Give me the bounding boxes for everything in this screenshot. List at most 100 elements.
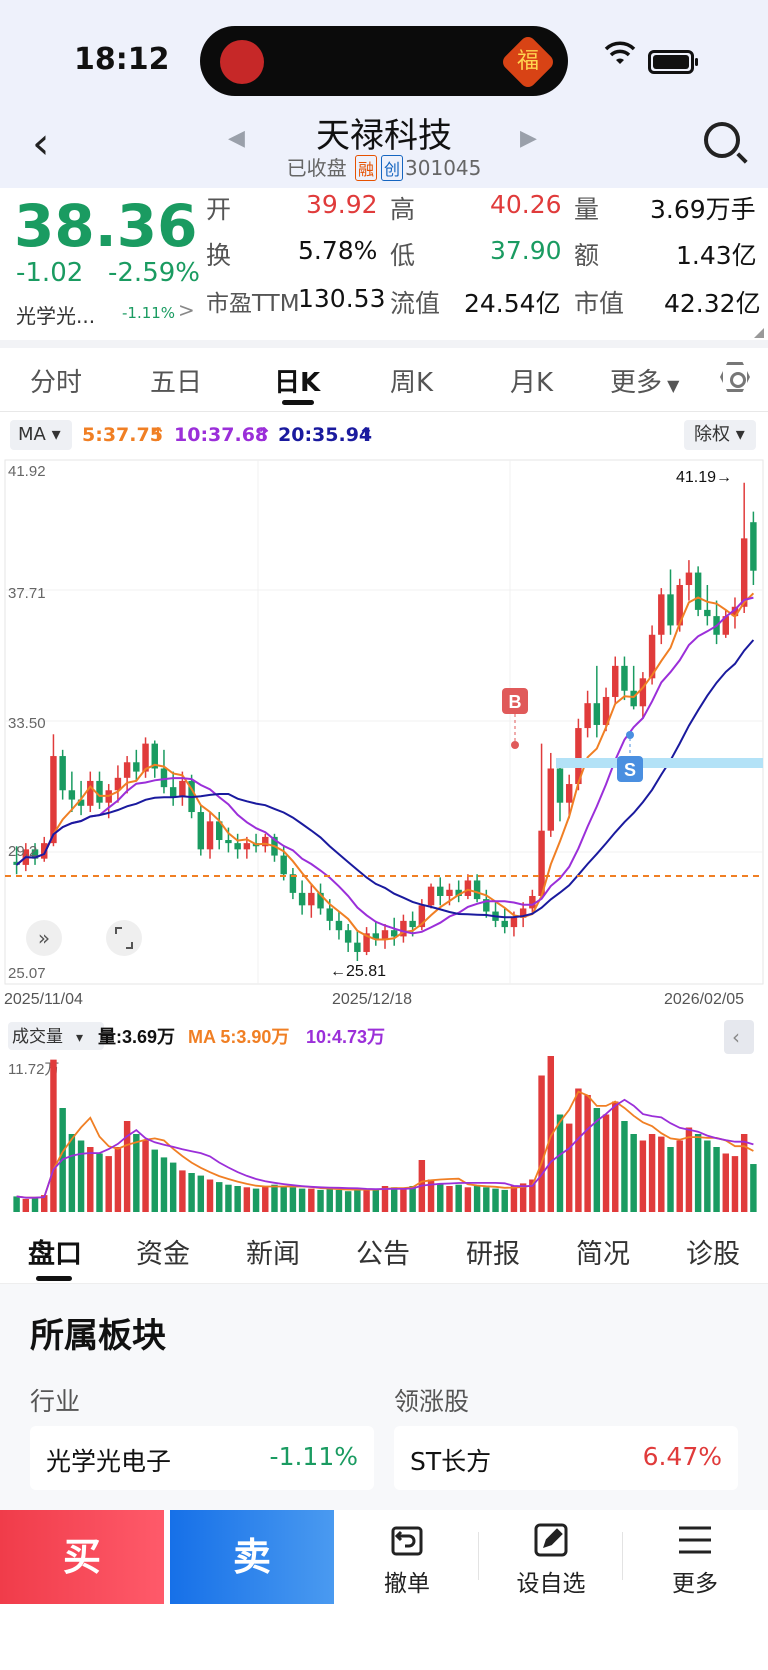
volume-bar [206,1179,214,1212]
expand-corner-icon[interactable] [754,328,764,338]
svg-text:‹: ‹ [732,1025,740,1049]
volume-label: 量 [574,195,600,224]
candle-body [243,843,251,850]
ma-selector[interactable]: MA ▾ [10,420,72,450]
add-watchlist-button[interactable]: 设自选 [496,1520,606,1600]
candle-body [446,889,453,896]
volume-bar [105,1156,112,1212]
candle-body [437,886,444,896]
volume-chart[interactable]: 成交量 ▾ 量:3.69万 MA 5:3.90万 10:4.73万 ‹ 11.7… [0,1016,768,1216]
ma5-line [15,592,755,941]
industry-pct: -1.11% [269,1442,358,1471]
candle-body [556,768,564,803]
candle-body [289,874,297,893]
volume-bar [704,1140,711,1212]
chevron-left-icon[interactable]: ‹ [32,118,50,169]
more-button[interactable]: 更多 [640,1520,750,1600]
volume-bar [538,1075,545,1212]
open-value: 39.92 [306,190,378,219]
tab-monthly-k[interactable]: 月K [510,368,554,398]
candle-body [59,756,66,791]
mascot-icon [220,40,264,84]
candle-body [575,728,582,785]
tab-profile[interactable]: 简况 [576,1239,630,1270]
volume-bar [372,1188,380,1212]
candle-body [298,892,306,906]
tab-diagnosis[interactable]: 诊股 [686,1239,740,1270]
divider [0,340,768,348]
tab-research[interactable]: 研报 [466,1239,520,1270]
amount-label: 额 [574,241,600,270]
volume-bar [529,1179,536,1212]
buy-button[interactable]: 买 [0,1510,164,1604]
volume-bar [68,1134,76,1212]
leader-card[interactable]: ST长方 6.47% [394,1426,738,1490]
tab-intraday[interactable]: 分时 [30,368,83,398]
candle-body [160,768,168,788]
cancel-order-button[interactable]: 撤单 [352,1520,462,1600]
price-change-pct: -2.59% [108,258,200,288]
tab-news[interactable]: 新闻 [246,1239,300,1270]
collapse-icon [724,1020,754,1054]
chinext-tag: 创 [381,155,404,181]
tab-pankou[interactable]: 盘口 [28,1239,82,1270]
float-cap-value: 24.54亿 [464,289,561,318]
chevron-right-icon[interactable]: > [178,298,195,322]
high-value: 40.26 [490,190,562,219]
industry-card[interactable]: 光学光电子 -1.11% [30,1426,374,1490]
sell-band [556,758,763,768]
sell-button[interactable]: 卖 [170,1510,334,1604]
volume-bar [639,1140,647,1212]
triangle-right-icon[interactable]: ▶ [520,126,537,151]
candle-body [547,768,555,831]
candle-body [344,930,352,943]
tab-announcements[interactable]: 公告 [356,1239,410,1270]
candle-body [621,665,628,691]
volume-bar [151,1149,158,1212]
tab-funds[interactable]: 资金 [136,1239,190,1270]
tab-weekly-k[interactable]: 周K [390,368,434,398]
kline-chart[interactable]: 41.92 37.71 33.50 29.2 25.07 2025/11/04 … [0,456,768,1016]
tab-more[interactable]: 更多 ▼ [610,368,680,398]
volume-bar [87,1147,94,1212]
volume-bar [252,1188,260,1212]
volume-bar [50,1059,57,1212]
candle-body [280,855,287,875]
y-tick-0: 41.92 [8,463,46,480]
pe-value: 130.53 [298,284,386,313]
tab-daily-k[interactable]: 日K [274,368,321,398]
candle-body [363,933,370,952]
volume-ma10-line [16,1098,754,1199]
sell-marker-label: S [624,760,636,780]
candle-body [123,762,131,778]
ma20-line [15,639,755,919]
candle-body [308,892,315,906]
volume-bar [510,1186,518,1212]
candle-body [179,780,186,797]
tab-five-day[interactable]: 五日 [150,368,203,398]
candle-body [197,812,205,850]
candle-body [215,821,223,841]
sector-link[interactable]: 光学光... [16,304,96,328]
volume-bar [584,1095,591,1212]
volume-bar [390,1187,398,1212]
settings-icon[interactable] [720,362,750,392]
volume-bar [593,1108,601,1212]
candle-body [510,917,518,928]
volume-selector-label: 成交量 [12,1027,63,1046]
volume-bar [612,1101,619,1212]
edit-icon [496,1520,606,1564]
candle-body [676,585,683,626]
sector-section: 所属板块 行业 领涨股 光学光电子 -1.11% ST长方 6.47% [0,1284,768,1514]
triangle-left-icon[interactable]: ◀ [228,126,245,151]
volume-bar [298,1188,306,1212]
volume-bar [326,1188,333,1212]
candle-body [96,780,103,803]
fq-selector[interactable]: 除权 ▾ [684,420,756,450]
volume-bar [280,1186,287,1212]
y-tick-3: 29.2 [8,843,37,860]
search-icon[interactable] [704,122,740,158]
volume-bar [197,1175,205,1212]
y-tick-2: 33.50 [8,715,46,732]
volume-bar [363,1189,370,1212]
